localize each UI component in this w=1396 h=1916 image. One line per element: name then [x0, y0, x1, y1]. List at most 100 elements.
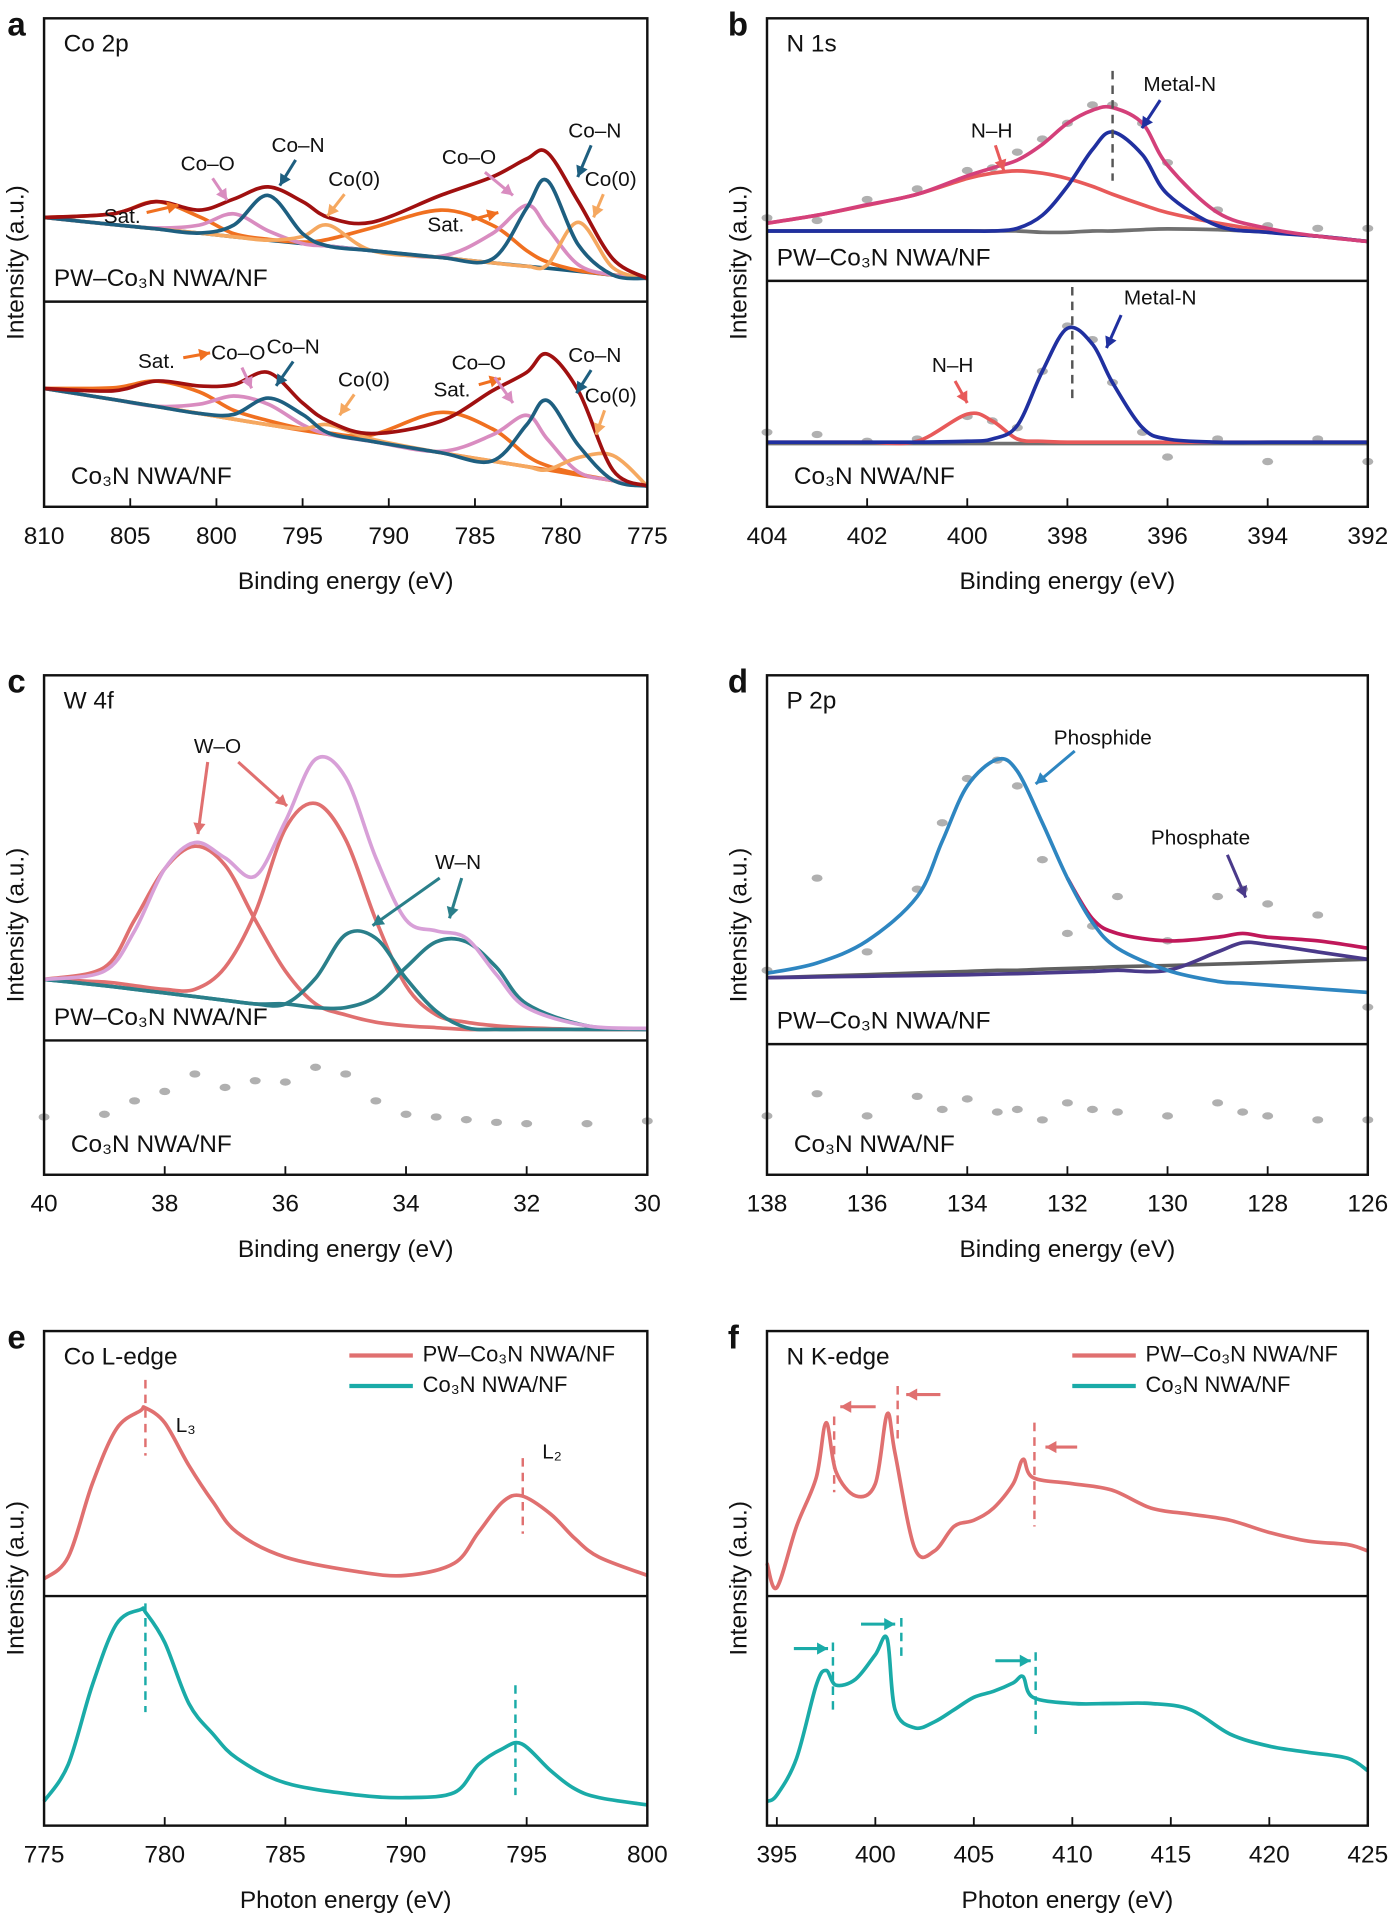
curve: [766, 325, 1368, 445]
annotation: Sat.: [427, 213, 464, 236]
annotation: Metal-N: [1124, 287, 1197, 310]
y-axis-label: Intensity (a.u.): [726, 1501, 753, 1656]
panel-letter: a: [7, 6, 26, 43]
arrow-head: [884, 1618, 896, 1631]
plot-frame: [42, 1329, 649, 1827]
plot-frame: [42, 674, 649, 1176]
legend-label: Co₃N NWA/NF: [1146, 1372, 1291, 1397]
arrow-head: [486, 209, 499, 222]
data-dot: [1162, 1112, 1174, 1120]
data-dot: [811, 1090, 823, 1098]
panel-letter: f: [728, 1318, 740, 1355]
arrow-head: [840, 1400, 852, 1413]
arrow-head: [372, 914, 386, 926]
arrow-head: [276, 373, 288, 386]
curve: [42, 1405, 648, 1581]
x-tick-label: 138: [747, 1191, 788, 1218]
x-tick-label: 128: [1247, 1191, 1288, 1218]
plot-frame: [42, 17, 649, 509]
data-dot: [400, 1110, 412, 1118]
curve: [766, 411, 1368, 446]
x-axis-label: Binding energy (eV): [238, 568, 454, 595]
data-dot: [98, 1110, 110, 1118]
x-tick-label: 800: [627, 1842, 668, 1869]
arrow-head: [1045, 1440, 1057, 1454]
sample-label: Co₃N NWA/NF: [71, 1131, 232, 1158]
x-tick-label: 30: [634, 1191, 661, 1218]
plot-frame: [765, 1329, 1370, 1827]
y-axis-label: Intensity (a.u.): [726, 185, 753, 340]
data-dot: [521, 1120, 533, 1128]
curve: [766, 756, 1368, 995]
data-dot: [1237, 1108, 1249, 1116]
sample-label: PW–Co₃N NWA/NF: [54, 1004, 268, 1031]
x-tick-label: 36: [272, 1191, 299, 1218]
x-tick-label: 795: [506, 1842, 547, 1869]
x-tick-label: 790: [368, 523, 409, 550]
panel-title: Co L-edge: [64, 1343, 178, 1370]
data-dot: [279, 1078, 291, 1086]
x-axis-label: Binding energy (eV): [960, 1236, 1176, 1263]
y-axis-label: Intensity (a.u.): [3, 185, 30, 340]
annotation: L₂: [542, 1441, 562, 1464]
arrow-head: [501, 390, 513, 403]
sample-label: PW–Co₃N NWA/NF: [777, 244, 991, 271]
arrow-head: [1235, 885, 1247, 898]
data-dot: [189, 1070, 201, 1078]
data-dot: [1011, 148, 1023, 156]
x-tick-label: 38: [151, 1191, 178, 1218]
x-tick-label: 32: [513, 1191, 540, 1218]
arrow-head: [1141, 115, 1154, 129]
arrow-head: [576, 380, 588, 394]
annotation: Phosphide: [1054, 726, 1152, 749]
panel-letter: b: [728, 6, 748, 43]
arrow-head: [906, 1388, 918, 1401]
data-dot: [129, 1097, 141, 1105]
x-tick-label: 405: [953, 1842, 994, 1869]
data-dot: [1111, 892, 1123, 901]
data-dot: [310, 1063, 322, 1071]
x-axis-label: Binding energy (eV): [238, 1236, 454, 1263]
arrow-head: [216, 187, 228, 201]
annotation: L₃: [176, 1414, 196, 1437]
data-dot: [370, 1097, 382, 1105]
arrow-head: [817, 1642, 829, 1655]
x-tick-label: 410: [1052, 1842, 1093, 1869]
arrow-head: [576, 164, 588, 178]
x-tick-label: 400: [855, 1842, 896, 1869]
x-tick-label: 810: [24, 523, 65, 550]
data-dot: [811, 430, 823, 439]
data-dot: [1312, 911, 1324, 919]
data-dot: [1111, 1108, 1123, 1116]
data-dot: [911, 185, 923, 193]
data-dot: [460, 1116, 472, 1124]
legend-label: PW–Co₃N NWA/NF: [423, 1341, 615, 1366]
curve: [44, 351, 649, 488]
data-dot: [1262, 1112, 1274, 1120]
x-tick-label: 40: [30, 1191, 57, 1218]
curve: [766, 940, 1369, 980]
arrow-head: [279, 173, 291, 186]
data-dot: [430, 1113, 442, 1121]
x-tick-label: 775: [627, 523, 668, 550]
x-tick-label: 785: [455, 523, 496, 550]
data-dot: [1262, 457, 1274, 466]
y-axis-label: Intensity (a.u.): [3, 1501, 30, 1656]
data-dot: [1086, 101, 1098, 109]
x-tick-label: 402: [847, 523, 888, 550]
x-axis-label: Photon energy (eV): [962, 1887, 1174, 1914]
annotation: Co–O: [211, 342, 265, 365]
data-dot: [1212, 892, 1224, 901]
curve: [765, 1411, 1369, 1591]
panel-letter: e: [7, 1318, 25, 1355]
curve: [43, 177, 648, 281]
x-tick-label: 795: [282, 523, 323, 550]
sample-label: PW–Co₃N NWA/NF: [777, 1008, 991, 1035]
x-tick-label: 425: [1347, 1842, 1388, 1869]
x-tick-label: 34: [392, 1191, 419, 1218]
curve: [766, 130, 1368, 244]
data-dot: [1312, 224, 1324, 233]
annotation: Co(0): [585, 168, 637, 191]
annotation: Phosphate: [1151, 826, 1250, 849]
